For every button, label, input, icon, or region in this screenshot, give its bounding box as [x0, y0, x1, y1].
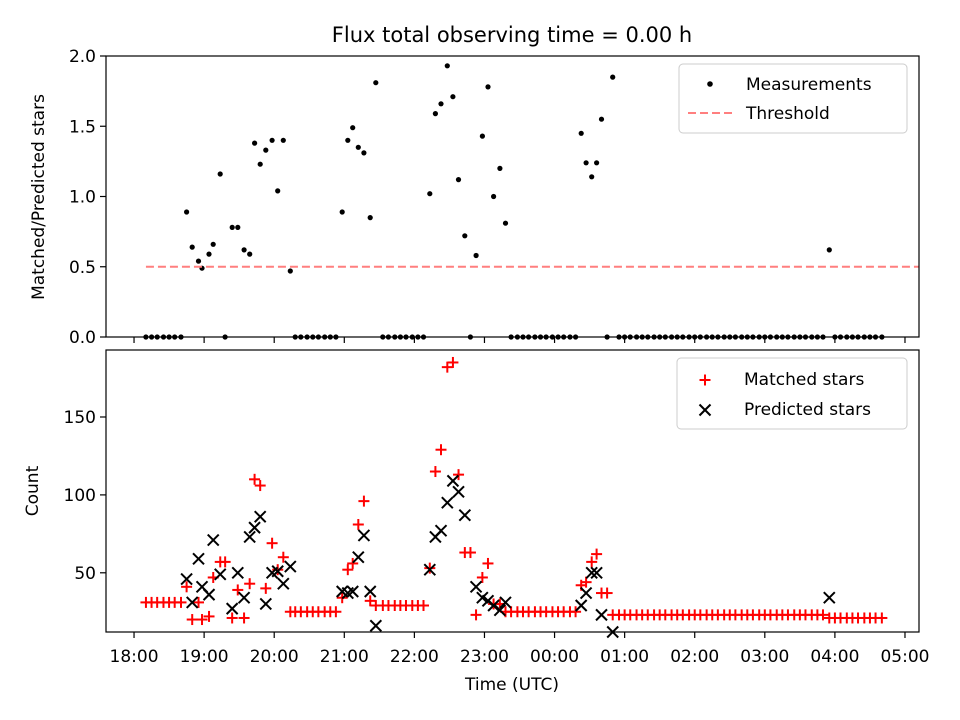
measurement-point [230, 225, 235, 230]
legend-measurement-marker [707, 81, 713, 87]
x-tick-label: 04:00 [810, 647, 859, 667]
measurement-point [275, 188, 280, 193]
measurement-point [368, 215, 373, 220]
chart-title: Flux total observing time = 0.00 h [332, 23, 692, 47]
legend-matched-label: Matched stars [744, 370, 864, 390]
y-tick-label: 1.5 [69, 117, 96, 137]
measurement-point [827, 247, 832, 252]
x-tick-label: 05:00 [880, 647, 929, 667]
y-tick-label: 150 [64, 408, 96, 428]
measurement-point [206, 252, 211, 257]
measurement-point [474, 253, 479, 258]
measurement-point [497, 166, 502, 171]
measurement-point [373, 80, 378, 85]
x-tick-label: 02:00 [670, 647, 719, 667]
measurement-point [599, 117, 604, 122]
measurement-point [190, 245, 195, 250]
legend-predicted-label: Predicted stars [744, 400, 871, 420]
measurement-point [211, 242, 216, 247]
measurement-point [589, 174, 594, 179]
measurement-point [350, 125, 355, 130]
measurement-point [445, 63, 450, 68]
y-tick-label: 1.0 [69, 188, 96, 208]
measurement-point [356, 145, 361, 150]
x-tick-label: 20:00 [250, 647, 299, 667]
x-tick-label: 21:00 [320, 647, 369, 667]
measurement-point [242, 247, 247, 252]
measurement-point [584, 160, 589, 165]
x-tick-label: 01:00 [600, 647, 649, 667]
x-tick-label: 23:00 [460, 647, 509, 667]
ratio-y-axis-label: Matched/Predicted stars [29, 94, 49, 300]
y-tick-label: 0.0 [69, 328, 96, 348]
measurement-point [263, 148, 268, 153]
measurement-point [247, 252, 252, 257]
measurement-point [281, 138, 286, 143]
counts-legend: Matched stars Predicted stars [677, 358, 907, 429]
measurement-point [450, 94, 455, 99]
counts-y-axis-label: Count [23, 465, 43, 516]
measurement-point [340, 209, 345, 214]
x-tick-label: 00:00 [530, 647, 579, 667]
y-tick-label: 2.0 [69, 47, 96, 67]
y-tick-label: 50 [74, 564, 96, 584]
measurement-point [438, 101, 443, 106]
measurement-point [491, 194, 496, 199]
y-tick-label: 100 [64, 486, 96, 506]
measurement-point [456, 177, 461, 182]
y-tick-label: 0.5 [69, 258, 96, 278]
x-tick-label: 22:00 [390, 647, 439, 667]
measurement-point [288, 268, 293, 273]
ratio-legend: Measurements Threshold [679, 64, 907, 133]
legend-measurements-label: Measurements [746, 75, 872, 95]
figure: Flux total observing time = 0.00 h 0.0 0.… [0, 0, 960, 720]
measurement-point [235, 225, 240, 230]
x-tick-label: 19:00 [180, 647, 229, 667]
x-axis-label: Time (UTC) [464, 675, 559, 695]
measurement-point [252, 141, 257, 146]
measurement-point [480, 134, 485, 139]
measurement-point [433, 111, 438, 116]
measurement-point [485, 84, 490, 89]
measurement-point [184, 209, 189, 214]
measurement-point [462, 233, 467, 238]
measurement-point [270, 138, 275, 143]
measurement-point [258, 162, 263, 167]
x-tick-label: 18:00 [110, 647, 159, 667]
measurement-point [345, 138, 350, 143]
measurement-point [218, 171, 223, 176]
measurement-point [503, 221, 508, 226]
measurement-point [579, 131, 584, 136]
measurement-point [361, 150, 366, 155]
measurement-point [427, 191, 432, 196]
measurement-point [196, 259, 201, 264]
measurement-point [594, 160, 599, 165]
measurement-point [610, 75, 615, 80]
legend-threshold-label: Threshold [745, 104, 830, 124]
x-tick-label: 03:00 [740, 647, 789, 667]
